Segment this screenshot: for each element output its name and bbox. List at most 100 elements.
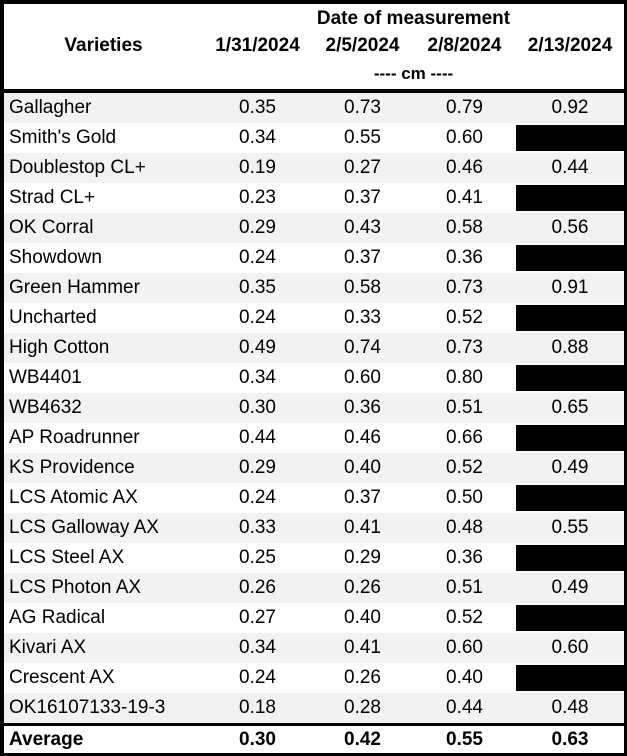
measurement-value: 0.74 — [344, 337, 381, 358]
table-row: Kivari AX 0.34 0.41 0.60 0.60 — [4, 633, 624, 663]
measurement-value: 0.55 — [344, 127, 381, 148]
table-row: WB4632 0.30 0.36 0.51 0.65 — [4, 393, 624, 423]
table-row: Doublestop CL+ 0.19 0.27 0.46 0.44 — [4, 153, 624, 183]
units-label: ---- cm ---- — [373, 64, 454, 83]
redaction-bar — [516, 305, 624, 331]
measurement-value: 0.73 — [446, 337, 483, 358]
measurement-value: 0.60 — [344, 367, 381, 388]
variety-name: OK Corral — [9, 217, 94, 238]
measurement-value: 0.56 — [551, 217, 589, 238]
redacted-cell — [516, 303, 624, 333]
average-label: Average — [9, 729, 84, 750]
measurement-value: 0.40 — [344, 607, 381, 628]
redacted-cell — [516, 423, 624, 453]
redaction-bar — [516, 665, 624, 691]
table-row: LCS Galloway AX 0.33 0.41 0.48 0.55 — [4, 513, 624, 543]
measurement-value: 0.44 — [446, 697, 483, 718]
variety-name: OK16107133-19-3 — [9, 697, 166, 718]
table-row: Green Hammer 0.35 0.58 0.73 0.91 — [4, 273, 624, 303]
measurement-value: 0.24 — [239, 487, 276, 508]
measurement-value: 0.88 — [551, 337, 589, 358]
redacted-cell — [516, 363, 624, 393]
table-row: LCS Steel AX 0.25 0.29 0.36 — [4, 543, 624, 573]
variety-name: High Cotton — [9, 337, 110, 358]
measurement-value: 0.36 — [344, 397, 381, 418]
varieties-column-header: Varieties — [64, 35, 143, 56]
measurement-value: 0.79 — [446, 97, 483, 118]
measurement-value: 0.52 — [446, 457, 483, 478]
redaction-bar — [516, 605, 624, 631]
measurement-value: 0.60 — [446, 637, 483, 658]
measurement-value: 0.28 — [344, 697, 381, 718]
variety-name: LCS Atomic AX — [9, 487, 138, 508]
measurement-value: 0.30 — [239, 397, 276, 418]
measurement-value: 0.19 — [239, 157, 276, 178]
measurement-value: 0.24 — [239, 247, 276, 268]
measurement-value: 0.26 — [344, 667, 381, 688]
redacted-cell — [516, 183, 624, 213]
redacted-cell — [516, 243, 624, 273]
table-row: AP Roadrunner 0.44 0.46 0.66 — [4, 423, 624, 453]
measurement-value: 0.23 — [239, 187, 276, 208]
variety-name: Kivari AX — [9, 637, 87, 658]
measurement-value: 0.66 — [446, 427, 483, 448]
measurement-value: 0.80 — [446, 367, 483, 388]
measurement-value: 0.58 — [446, 217, 483, 238]
table-row: Showdown 0.24 0.37 0.36 — [4, 243, 624, 273]
measurement-value: 0.43 — [344, 217, 381, 238]
measurement-value: 0.40 — [446, 667, 483, 688]
measurement-value: 0.60 — [446, 127, 483, 148]
measurement-value: 0.33 — [239, 517, 276, 538]
measurement-value: 0.29 — [239, 217, 276, 238]
date-column-header: 2/13/2024 — [527, 35, 613, 56]
header-separator-line — [4, 89, 624, 93]
date-column-header: 2/5/2024 — [325, 35, 400, 56]
units-row: ---- cm ---- — [4, 61, 624, 89]
measurement-value: 0.25 — [239, 547, 276, 568]
table-title: Date of measurement — [316, 8, 511, 29]
table-row: Strad CL+ 0.23 0.37 0.41 — [4, 183, 624, 213]
table-row: High Cotton 0.49 0.74 0.73 0.88 — [4, 333, 624, 363]
table-row: Uncharted 0.24 0.33 0.52 — [4, 303, 624, 333]
table-row: OK16107133-19-3 0.18 0.28 0.44 0.48 — [4, 693, 624, 723]
redaction-bar — [516, 365, 624, 391]
measurement-value: 0.33 — [344, 307, 381, 328]
measurement-value: 0.48 — [551, 697, 589, 718]
date-column-header: 1/31/2024 — [215, 35, 300, 56]
measurement-value: 0.24 — [239, 667, 276, 688]
variety-name: Gallagher — [9, 97, 92, 118]
average-value: 0.42 — [344, 729, 381, 750]
title-row: Date of measurement — [4, 4, 624, 31]
table-body: Gallagher 0.35 0.73 0.79 0.92 Smith's Gold 0.3… — [4, 93, 624, 723]
measurement-value: 0.60 — [551, 637, 589, 658]
measurement-value: 0.49 — [551, 577, 589, 598]
average-value: 0.55 — [446, 729, 483, 750]
measurement-value: 0.44 — [551, 157, 589, 178]
table-row: Gallagher 0.35 0.73 0.79 0.92 — [4, 93, 624, 123]
measurement-value: 0.50 — [446, 487, 483, 508]
measurement-value: 0.51 — [446, 397, 483, 418]
table-row: LCS Atomic AX 0.24 0.37 0.50 — [4, 483, 624, 513]
measurement-value: 0.73 — [344, 97, 381, 118]
variety-name: WB4401 — [9, 367, 82, 388]
measurement-value: 0.26 — [344, 577, 381, 598]
redaction-bar — [516, 425, 624, 451]
measurement-value: 0.35 — [239, 97, 276, 118]
measurement-value: 0.58 — [344, 277, 381, 298]
redaction-bar — [516, 245, 624, 271]
measurement-value: 0.49 — [239, 337, 276, 358]
variety-name: Doublestop CL+ — [9, 157, 146, 178]
measurement-value: 0.65 — [551, 397, 589, 418]
table-row: Crescent AX 0.24 0.26 0.40 — [4, 663, 624, 693]
measurement-value: 0.46 — [344, 427, 381, 448]
table-row: OK Corral 0.29 0.43 0.58 0.56 — [4, 213, 624, 243]
variety-name: Crescent AX — [9, 667, 115, 688]
measurement-value: 0.40 — [344, 457, 381, 478]
measurement-value: 0.36 — [446, 247, 483, 268]
measurement-value: 0.37 — [344, 187, 381, 208]
measurement-value: 0.44 — [239, 427, 276, 448]
redacted-cell — [516, 603, 624, 633]
variety-name: LCS Galloway AX — [9, 517, 159, 538]
measurement-value: 0.37 — [344, 487, 381, 508]
variety-name: AG Radical — [9, 607, 106, 628]
